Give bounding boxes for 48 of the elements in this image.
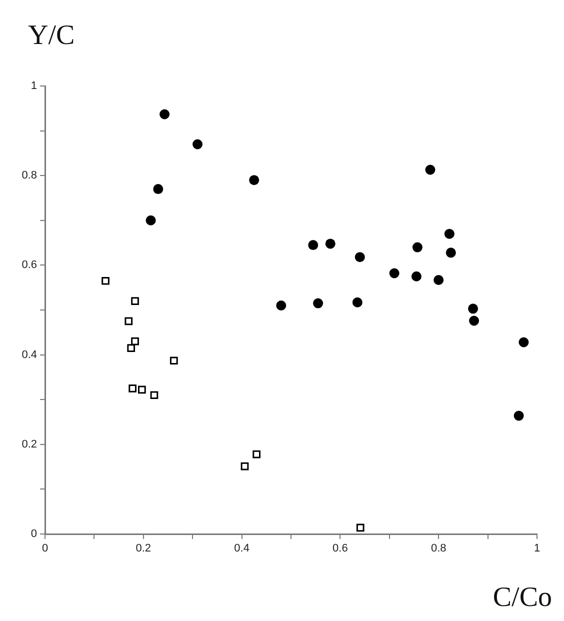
point [146, 215, 156, 226]
y-tick-label: 1 [30, 80, 37, 92]
point [102, 276, 110, 285]
point [468, 304, 478, 314]
point [356, 524, 364, 532]
x-tick-label: 1 [534, 542, 540, 555]
point [354, 252, 365, 262]
point [308, 240, 318, 250]
point [325, 238, 336, 249]
point [124, 317, 133, 326]
point [389, 268, 400, 278]
point [138, 386, 146, 394]
point [313, 298, 324, 308]
point [170, 356, 178, 365]
y-tick-label: 0.2 [22, 438, 37, 450]
point [240, 462, 249, 470]
y-tick-label: 0.8 [22, 170, 37, 182]
point [412, 242, 422, 252]
point [252, 450, 260, 458]
x-tick-label: 0.4 [234, 542, 250, 555]
point [469, 316, 480, 326]
point [131, 337, 139, 346]
y-axis-title: Y/C [28, 20, 75, 51]
point [352, 297, 362, 308]
point [153, 184, 164, 194]
x-tick-label: 0.6 [332, 542, 348, 555]
y-tick-label: 0.6 [22, 259, 37, 272]
y-tick-label: 0 [30, 528, 37, 540]
point [514, 410, 524, 421]
x-axis-title: C/Co [492, 582, 552, 613]
point [518, 337, 529, 348]
point [160, 109, 170, 120]
point [444, 228, 454, 239]
point [446, 248, 456, 258]
point [434, 274, 444, 285]
x-tick-label: 0.2 [136, 542, 152, 555]
point [192, 139, 203, 150]
point [150, 391, 158, 400]
point [127, 344, 136, 352]
x-tick-label: 0.8 [430, 542, 446, 555]
x-tick-label: 0 [42, 542, 48, 555]
point [128, 384, 137, 392]
point [411, 271, 422, 282]
point [276, 300, 286, 311]
point [425, 164, 436, 175]
point [249, 175, 260, 186]
y-tick-label: 0.4 [22, 348, 37, 361]
point [131, 297, 139, 305]
